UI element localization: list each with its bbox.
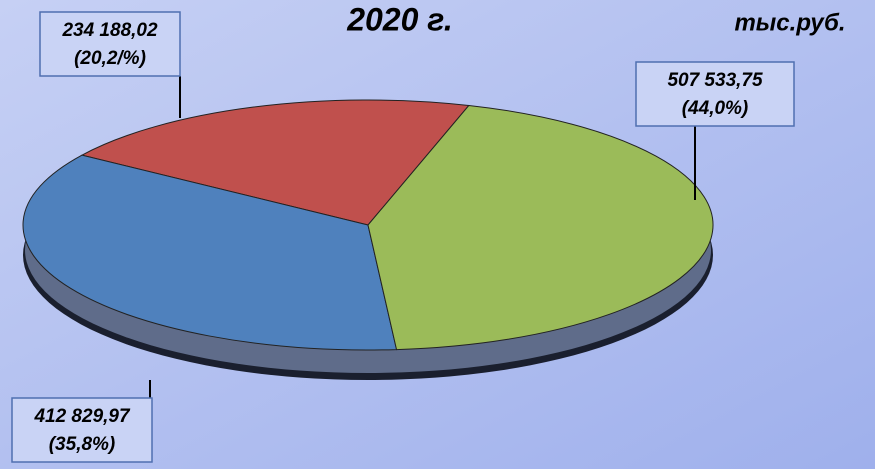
percent-label: (44,0%)	[682, 98, 749, 119]
pie-slice	[80, 99, 470, 226]
percent-label: (20,2/%)	[74, 48, 146, 69]
label-box	[39, 11, 181, 77]
chart-title: 2020 г.	[346, 1, 453, 37]
unit-label: тыс.руб.	[734, 9, 845, 36]
value-label: 507 533,75	[667, 70, 763, 91]
label-box	[11, 397, 153, 463]
percent-label: (35,8%)	[49, 434, 116, 455]
pie-slice	[367, 104, 714, 351]
pie-slice	[22, 154, 398, 351]
value-label: 234 188,02	[61, 20, 158, 41]
value-label: 412 829,97	[33, 406, 131, 427]
label-box	[635, 61, 795, 127]
